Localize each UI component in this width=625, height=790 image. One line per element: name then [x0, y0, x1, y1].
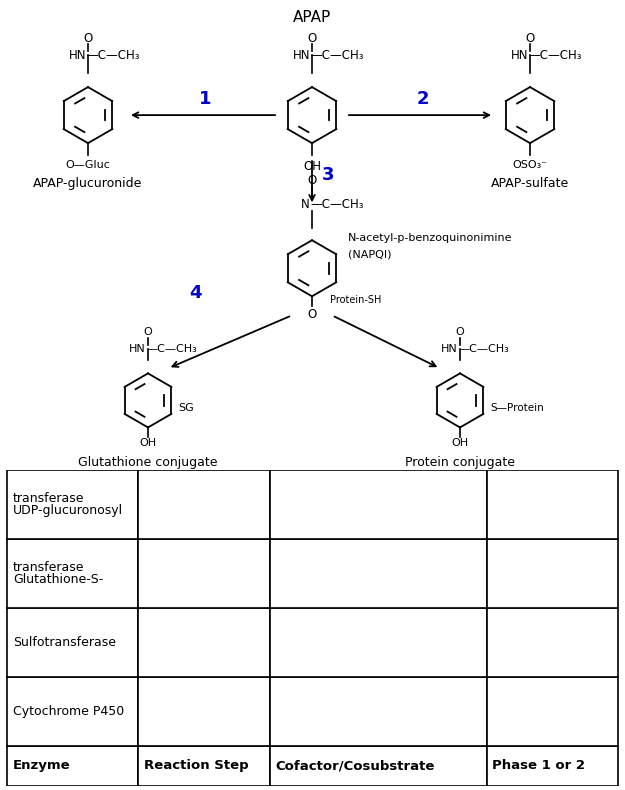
Text: UDP-glucuronosyl: UDP-glucuronosyl: [13, 504, 123, 517]
Text: O: O: [526, 32, 534, 44]
Text: Hepatotoxicity: Hepatotoxicity: [414, 506, 506, 520]
Text: 1: 1: [199, 90, 211, 108]
Text: 4: 4: [189, 284, 201, 303]
Text: Cofactor/Cosubstrate: Cofactor/Cosubstrate: [276, 759, 435, 773]
Text: OH: OH: [451, 438, 469, 449]
Bar: [486, 608, 618, 677]
Bar: [270, 608, 486, 677]
Text: N: N: [301, 198, 310, 211]
Text: transferase: transferase: [13, 561, 84, 574]
Text: HN: HN: [441, 344, 458, 355]
Text: —C—CH₃: —C—CH₃: [310, 198, 364, 211]
Bar: [486, 470, 618, 539]
Text: O—Gluc: O—Gluc: [66, 160, 111, 170]
Bar: [270, 677, 486, 746]
Text: APAP-sulfate: APAP-sulfate: [491, 177, 569, 190]
Text: Elimination: Elimination: [113, 506, 183, 520]
Text: HN: HN: [511, 48, 528, 62]
Bar: [139, 470, 270, 539]
Bar: [8, 539, 139, 608]
Text: SG: SG: [178, 404, 194, 413]
Text: O: O: [83, 32, 92, 44]
Bar: [139, 746, 270, 786]
Bar: [270, 539, 486, 608]
Bar: [8, 470, 139, 539]
Text: Reaction Step: Reaction Step: [144, 759, 249, 773]
Text: APAP-glucuronide: APAP-glucuronide: [33, 177, 142, 190]
Text: S—Protein: S—Protein: [490, 404, 544, 413]
Text: APAP: APAP: [293, 10, 331, 25]
Text: HN: HN: [129, 344, 146, 355]
Text: —C—CH₃: —C—CH₃: [310, 48, 364, 62]
Text: O: O: [456, 327, 464, 337]
Bar: [139, 608, 270, 677]
Text: —C—CH₃: —C—CH₃: [146, 344, 197, 355]
Bar: [486, 677, 618, 746]
Text: O: O: [308, 308, 317, 322]
Bar: [486, 746, 618, 786]
Text: —C—CH₃: —C—CH₃: [528, 48, 581, 62]
Bar: [8, 677, 139, 746]
Bar: [486, 539, 618, 608]
Bar: [270, 746, 486, 786]
Bar: [139, 677, 270, 746]
Bar: [8, 608, 139, 677]
Text: OH: OH: [139, 438, 156, 449]
Text: 2: 2: [417, 90, 429, 108]
Text: —C—CH₃: —C—CH₃: [86, 48, 139, 62]
Text: N-acetyl-p-benzoquinonimine: N-acetyl-p-benzoquinonimine: [348, 233, 512, 243]
Text: Protein conjugate: Protein conjugate: [405, 457, 515, 469]
Text: O: O: [308, 174, 317, 186]
Text: Phase 1 or 2: Phase 1 or 2: [492, 759, 586, 773]
Text: Cytochrome P450: Cytochrome P450: [13, 705, 124, 718]
Text: Enzyme: Enzyme: [13, 759, 71, 773]
Text: Sulfotransferase: Sulfotransferase: [13, 636, 116, 649]
Text: 3: 3: [322, 166, 334, 184]
Text: OH: OH: [303, 160, 321, 173]
Text: —C—CH₃: —C—CH₃: [458, 344, 509, 355]
Text: transferase: transferase: [13, 492, 84, 505]
Text: O: O: [144, 327, 152, 337]
Text: (NAPQI): (NAPQI): [348, 250, 391, 259]
Text: Glutathione conjugate: Glutathione conjugate: [78, 457, 217, 469]
Bar: [8, 746, 139, 786]
Bar: [270, 470, 486, 539]
Text: OSO₃⁻: OSO₃⁻: [512, 160, 548, 170]
Text: Protein-SH: Protein-SH: [330, 295, 381, 305]
Text: HN: HN: [69, 48, 86, 62]
Text: HN: HN: [292, 48, 310, 62]
Bar: [139, 539, 270, 608]
Text: Glutathione-S-: Glutathione-S-: [13, 573, 103, 586]
Text: O: O: [308, 32, 317, 44]
